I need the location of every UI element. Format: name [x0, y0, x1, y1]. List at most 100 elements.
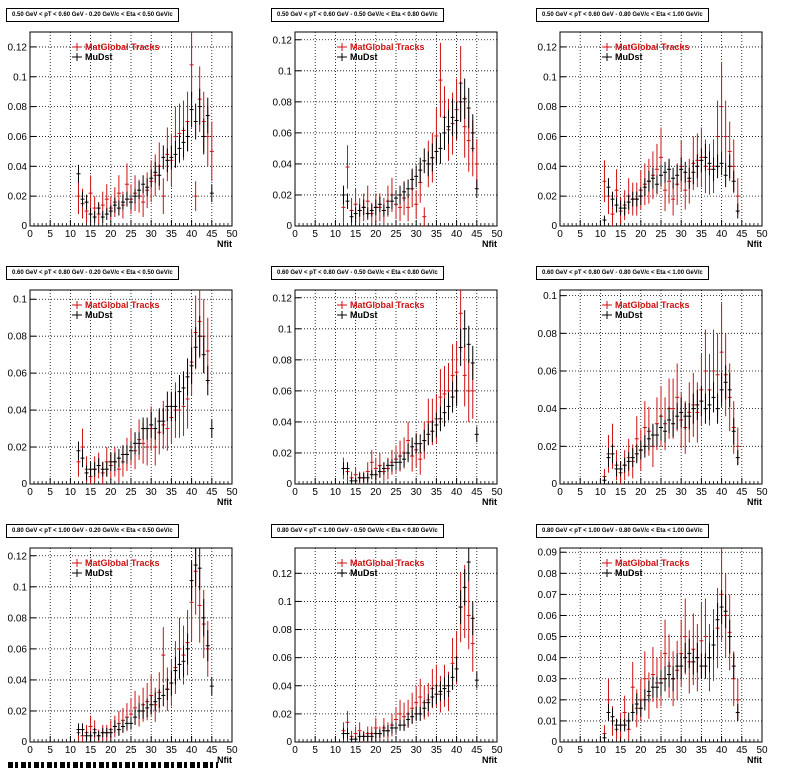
x-tick-label: 5 — [312, 487, 318, 498]
legend-label: MatGlobal Tracks — [85, 558, 160, 568]
chart-panel: 0.60 GeV < pT < 0.80 GeV - 0.50 GeV/c < … — [265, 258, 530, 516]
y-tick-label: 0.02 — [273, 448, 293, 459]
x-tick-label: 50 — [491, 745, 503, 756]
y-tick-label: 0.1 — [543, 291, 557, 302]
x-tick-label: 45 — [736, 745, 748, 756]
y-tick-label: 0.12 — [8, 42, 28, 53]
y-tick-label: 0.08 — [273, 355, 293, 366]
y-tick-label: 0.04 — [538, 404, 558, 415]
x-tick-label: 25 — [390, 229, 402, 240]
y-tick-label: 0.02 — [538, 192, 558, 203]
legend-label: MatGlobal Tracks — [350, 42, 425, 52]
x-tick-label: 10 — [330, 487, 342, 498]
legend-label: MatGlobal Tracks — [615, 42, 690, 52]
x-tick-label: 5 — [577, 487, 583, 498]
y-tick-label: 0.1 — [13, 582, 27, 593]
y-tick-label: 0.02 — [8, 443, 28, 454]
x-tick-label: 35 — [696, 487, 708, 498]
legend-label: MuDst — [350, 568, 378, 578]
x-tick-label: 0 — [292, 745, 298, 756]
x-tick-label: 15 — [350, 487, 362, 498]
series-mudst — [341, 548, 479, 742]
chart-title: 0.60 GeV < pT < 0.80 GeV - 0.80 GeV/c < … — [536, 266, 709, 280]
series-mudst — [341, 310, 479, 484]
x-tick-label: 20 — [105, 229, 117, 240]
x-tick-label: 40 — [186, 229, 198, 240]
x-tick-label: 25 — [655, 745, 667, 756]
legend-label: MuDst — [615, 52, 643, 62]
x-tick-label: 20 — [635, 229, 647, 240]
x-tick-label: 25 — [125, 487, 137, 498]
y-tick-label: 0.02 — [538, 695, 558, 706]
x-tick-label: 45 — [471, 745, 483, 756]
y-tick-label: 0 — [551, 479, 557, 490]
x-tick-label: 0 — [27, 487, 33, 498]
x-tick-label: 10 — [330, 229, 342, 240]
x-tick-label: 0 — [27, 229, 33, 240]
x-tick-label: 35 — [431, 229, 443, 240]
y-tick-label: 0.08 — [8, 613, 28, 624]
y-tick-label: 0.04 — [273, 417, 293, 428]
chart-panel: 0.60 GeV < pT < 0.80 GeV - 0.80 GeV/c < … — [530, 258, 795, 516]
x-tick-label: 15 — [615, 229, 627, 240]
x-tick-label: 40 — [716, 487, 728, 498]
y-tick-label: 0.02 — [8, 706, 28, 717]
x-axis-label: Nfit — [747, 497, 762, 507]
y-tick-label: 0.1 — [543, 72, 557, 83]
y-tick-label: 0.04 — [538, 162, 558, 173]
y-tick-label: 0.04 — [8, 675, 28, 686]
legend-label: MuDst — [85, 568, 113, 578]
x-tick-label: 0 — [557, 229, 563, 240]
y-tick-label: 0.12 — [538, 42, 558, 53]
y-tick-label: 0.08 — [538, 329, 558, 340]
x-tick-label: 40 — [451, 745, 463, 756]
x-tick-label: 20 — [370, 229, 382, 240]
x-tick-label: 50 — [491, 229, 503, 240]
x-tick-label: 40 — [716, 229, 728, 240]
x-tick-label: 20 — [370, 487, 382, 498]
y-tick-label: 0.08 — [8, 332, 28, 343]
chart-panel: 0.50 GeV < pT < 0.60 GeV - 0.50 GeV/c < … — [265, 0, 530, 258]
x-tick-label: 15 — [615, 487, 627, 498]
y-tick-label: 0 — [286, 737, 292, 748]
y-tick-label: 0.01 — [538, 716, 558, 727]
x-axis-label: Nfit — [482, 755, 497, 765]
x-tick-label: 40 — [716, 745, 728, 756]
y-tick-label: 0.03 — [538, 674, 558, 685]
x-tick-label: 20 — [635, 745, 647, 756]
x-tick-label: 30 — [146, 229, 158, 240]
x-tick-label: 30 — [676, 745, 688, 756]
chart-title: 0.50 GeV < pT < 0.60 GeV - 0.50 GeV/c < … — [271, 8, 444, 22]
x-tick-label: 5 — [577, 745, 583, 756]
x-tick-label: 50 — [756, 229, 768, 240]
x-tick-label: 5 — [47, 745, 53, 756]
chart-title: 0.50 GeV < pT < 0.60 GeV - 0.20 GeV/c < … — [6, 8, 179, 22]
x-tick-label: 15 — [350, 229, 362, 240]
x-tick-label: 50 — [226, 487, 238, 498]
x-tick-label: 30 — [411, 487, 423, 498]
y-tick-label: 0.04 — [538, 653, 558, 664]
legend-label: MatGlobal Tracks — [85, 300, 160, 310]
y-tick-label: 0.06 — [538, 611, 558, 622]
x-tick-label: 0 — [292, 487, 298, 498]
x-tick-label: 15 — [615, 745, 627, 756]
y-tick-label: 0.05 — [538, 632, 558, 643]
x-tick-label: 15 — [85, 229, 97, 240]
series-mudst — [76, 88, 214, 224]
bottom-strip — [8, 762, 218, 768]
legend-label: MuDst — [350, 52, 378, 62]
x-tick-label: 25 — [655, 487, 667, 498]
legend-label: MatGlobal Tracks — [615, 300, 690, 310]
y-tick-label: 0.12 — [273, 35, 293, 46]
y-tick-label: 0.09 — [538, 548, 558, 559]
x-tick-label: 20 — [370, 745, 382, 756]
y-tick-label: 0.06 — [273, 653, 293, 664]
x-tick-label: 5 — [312, 229, 318, 240]
legend-label: MuDst — [85, 52, 113, 62]
x-axis-label: Nfit — [482, 497, 497, 507]
x-tick-label: 35 — [431, 745, 443, 756]
y-tick-label: 0.12 — [273, 569, 293, 580]
x-tick-label: 10 — [65, 487, 77, 498]
y-tick-label: 0.06 — [538, 132, 558, 143]
y-tick-label: 0.02 — [538, 442, 558, 453]
